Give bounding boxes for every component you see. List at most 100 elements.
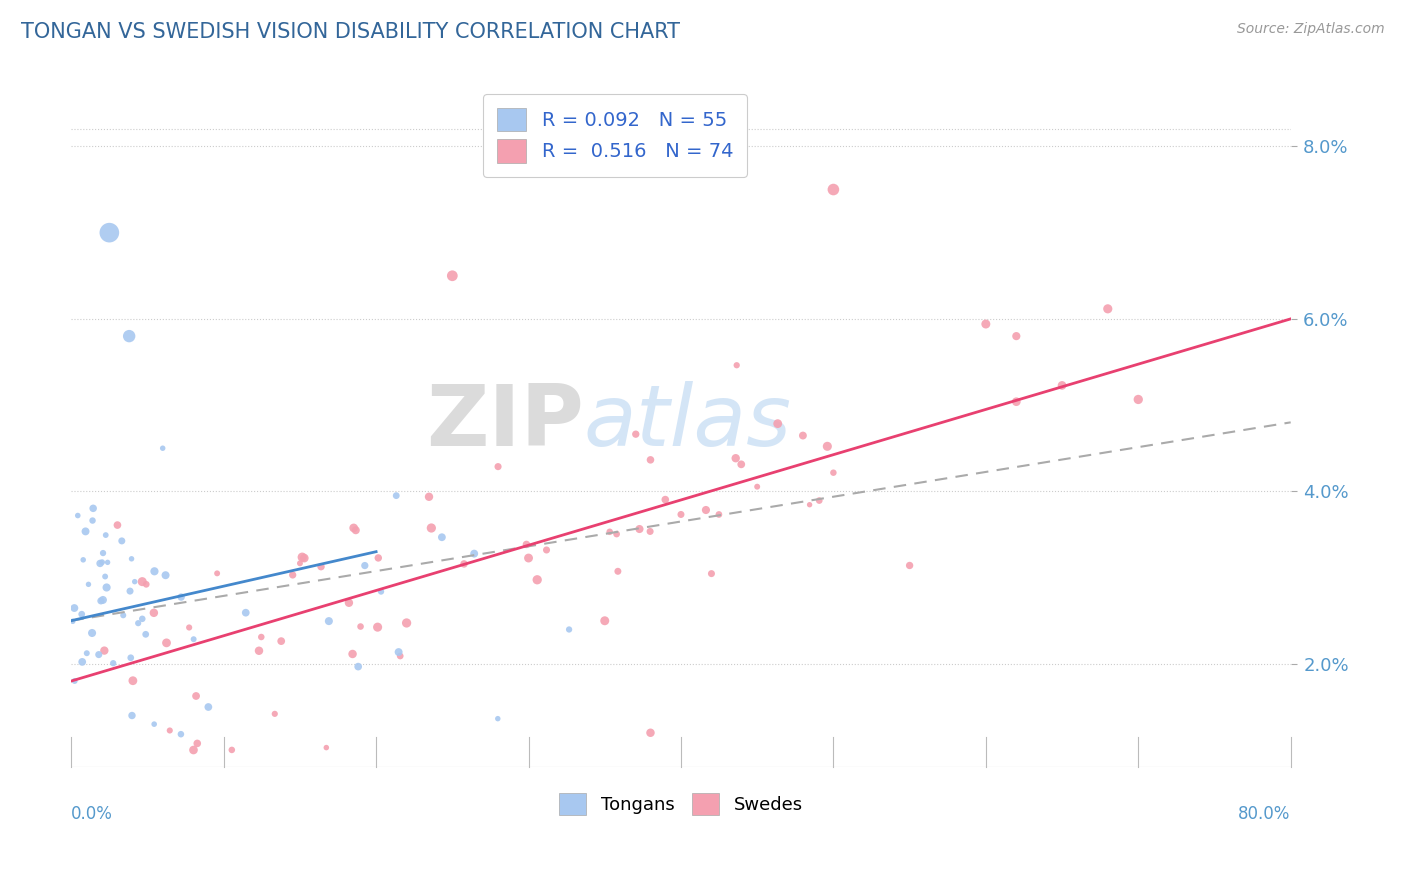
- Point: [205, 566, 228, 581]
- Point: [349, 619, 371, 633]
- Point: [170, 727, 193, 741]
- Point: [120, 650, 142, 665]
- Point: [700, 566, 723, 581]
- Point: [118, 329, 141, 343]
- Point: [97, 555, 120, 569]
- Point: [112, 608, 135, 623]
- Point: [152, 441, 174, 455]
- Point: [288, 557, 311, 571]
- Point: [135, 627, 157, 641]
- Point: [131, 574, 153, 589]
- Point: [90, 594, 112, 608]
- Point: [127, 616, 149, 631]
- Point: [395, 615, 418, 630]
- Point: [93, 643, 115, 657]
- Point: [453, 557, 475, 571]
- Point: [517, 551, 540, 566]
- Point: [792, 428, 814, 442]
- Point: [724, 451, 747, 466]
- Point: [815, 439, 838, 453]
- Point: [82, 514, 104, 528]
- Point: [82, 501, 104, 516]
- Point: [96, 581, 118, 595]
- Point: [463, 547, 485, 561]
- Legend: Tongans, Swedes: Tongans, Swedes: [550, 784, 813, 824]
- Point: [342, 647, 364, 661]
- Point: [730, 458, 752, 472]
- Point: [628, 522, 651, 536]
- Point: [593, 614, 616, 628]
- Point: [337, 596, 360, 610]
- Point: [638, 524, 661, 539]
- Point: [315, 740, 337, 755]
- Point: [159, 723, 181, 738]
- Point: [486, 459, 509, 474]
- Point: [155, 636, 177, 650]
- Point: [247, 644, 270, 658]
- Point: [66, 508, 89, 523]
- Point: [385, 489, 408, 503]
- Point: [799, 498, 821, 512]
- Point: [640, 725, 662, 739]
- Point: [111, 533, 134, 548]
- Point: [62, 615, 84, 629]
- Point: [76, 646, 98, 660]
- Point: [430, 530, 453, 544]
- Point: [515, 537, 537, 551]
- Point: [654, 492, 676, 507]
- Point: [183, 743, 205, 757]
- Point: [98, 226, 121, 240]
- Point: [486, 712, 509, 726]
- Point: [87, 648, 110, 662]
- Point: [370, 584, 392, 599]
- Point: [526, 573, 548, 587]
- Point: [725, 358, 748, 372]
- Point: [599, 524, 621, 539]
- Point: [179, 620, 201, 634]
- Point: [606, 527, 628, 541]
- Point: [420, 521, 443, 535]
- Point: [1005, 329, 1028, 343]
- Point: [388, 645, 411, 659]
- Point: [1128, 392, 1150, 407]
- Point: [94, 528, 117, 542]
- Text: atlas: atlas: [583, 381, 792, 464]
- Point: [118, 584, 141, 599]
- Point: [766, 417, 789, 431]
- Point: [318, 614, 340, 628]
- Point: [143, 564, 166, 578]
- Point: [389, 648, 412, 663]
- Point: [292, 551, 315, 566]
- Point: [235, 606, 257, 620]
- Point: [281, 568, 304, 582]
- Point: [80, 626, 103, 640]
- Point: [91, 555, 114, 569]
- Point: [143, 717, 166, 731]
- Text: ZIP: ZIP: [426, 381, 583, 464]
- Point: [75, 524, 97, 539]
- Point: [63, 601, 86, 615]
- Point: [558, 623, 581, 637]
- Point: [170, 590, 193, 604]
- Point: [418, 490, 440, 504]
- Point: [107, 518, 129, 533]
- Point: [808, 493, 831, 508]
- Point: [707, 508, 730, 522]
- Point: [695, 503, 717, 517]
- Point: [823, 182, 845, 196]
- Point: [974, 317, 997, 331]
- Text: Source: ZipAtlas.com: Source: ZipAtlas.com: [1237, 22, 1385, 37]
- Point: [898, 558, 921, 573]
- Point: [270, 634, 292, 648]
- Point: [536, 543, 558, 558]
- Point: [353, 558, 375, 573]
- Point: [221, 743, 243, 757]
- Point: [184, 689, 207, 703]
- Point: [367, 550, 389, 565]
- Point: [197, 700, 219, 714]
- Point: [121, 708, 143, 723]
- Point: [606, 564, 628, 578]
- Point: [441, 268, 464, 283]
- Point: [367, 620, 389, 634]
- Point: [142, 606, 165, 620]
